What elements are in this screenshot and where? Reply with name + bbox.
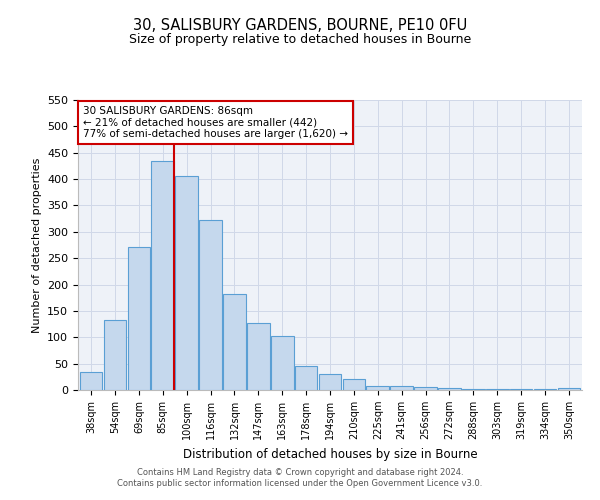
Y-axis label: Number of detached properties: Number of detached properties bbox=[32, 158, 41, 332]
Bar bbox=[80, 372, 103, 390]
Text: 30, SALISBURY GARDENS, BOURNE, PE10 0FU: 30, SALISBURY GARDENS, BOURNE, PE10 0FU bbox=[133, 18, 467, 32]
Bar bbox=[128, 246, 150, 390]
Text: 30 SALISBURY GARDENS: 86sqm
← 21% of detached houses are smaller (442)
77% of se: 30 SALISBURY GARDENS: 86sqm ← 21% of det… bbox=[83, 106, 348, 139]
Bar bbox=[438, 388, 461, 390]
Bar bbox=[533, 389, 556, 390]
Bar bbox=[462, 389, 485, 390]
Bar bbox=[391, 386, 413, 390]
Bar bbox=[343, 380, 365, 390]
Text: Size of property relative to detached houses in Bourne: Size of property relative to detached ho… bbox=[129, 32, 471, 46]
X-axis label: Distribution of detached houses by size in Bourne: Distribution of detached houses by size … bbox=[182, 448, 478, 460]
Bar bbox=[486, 389, 509, 390]
Bar bbox=[247, 323, 269, 390]
Bar bbox=[104, 320, 127, 390]
Bar bbox=[271, 336, 293, 390]
Bar bbox=[199, 220, 222, 390]
Bar bbox=[367, 386, 389, 390]
Bar bbox=[510, 389, 532, 390]
Bar bbox=[151, 160, 174, 390]
Bar bbox=[295, 366, 317, 390]
Bar bbox=[175, 176, 198, 390]
Bar bbox=[414, 387, 437, 390]
Bar bbox=[319, 374, 341, 390]
Text: Contains HM Land Registry data © Crown copyright and database right 2024.
Contai: Contains HM Land Registry data © Crown c… bbox=[118, 468, 482, 487]
Bar bbox=[557, 388, 580, 390]
Bar bbox=[223, 294, 246, 390]
